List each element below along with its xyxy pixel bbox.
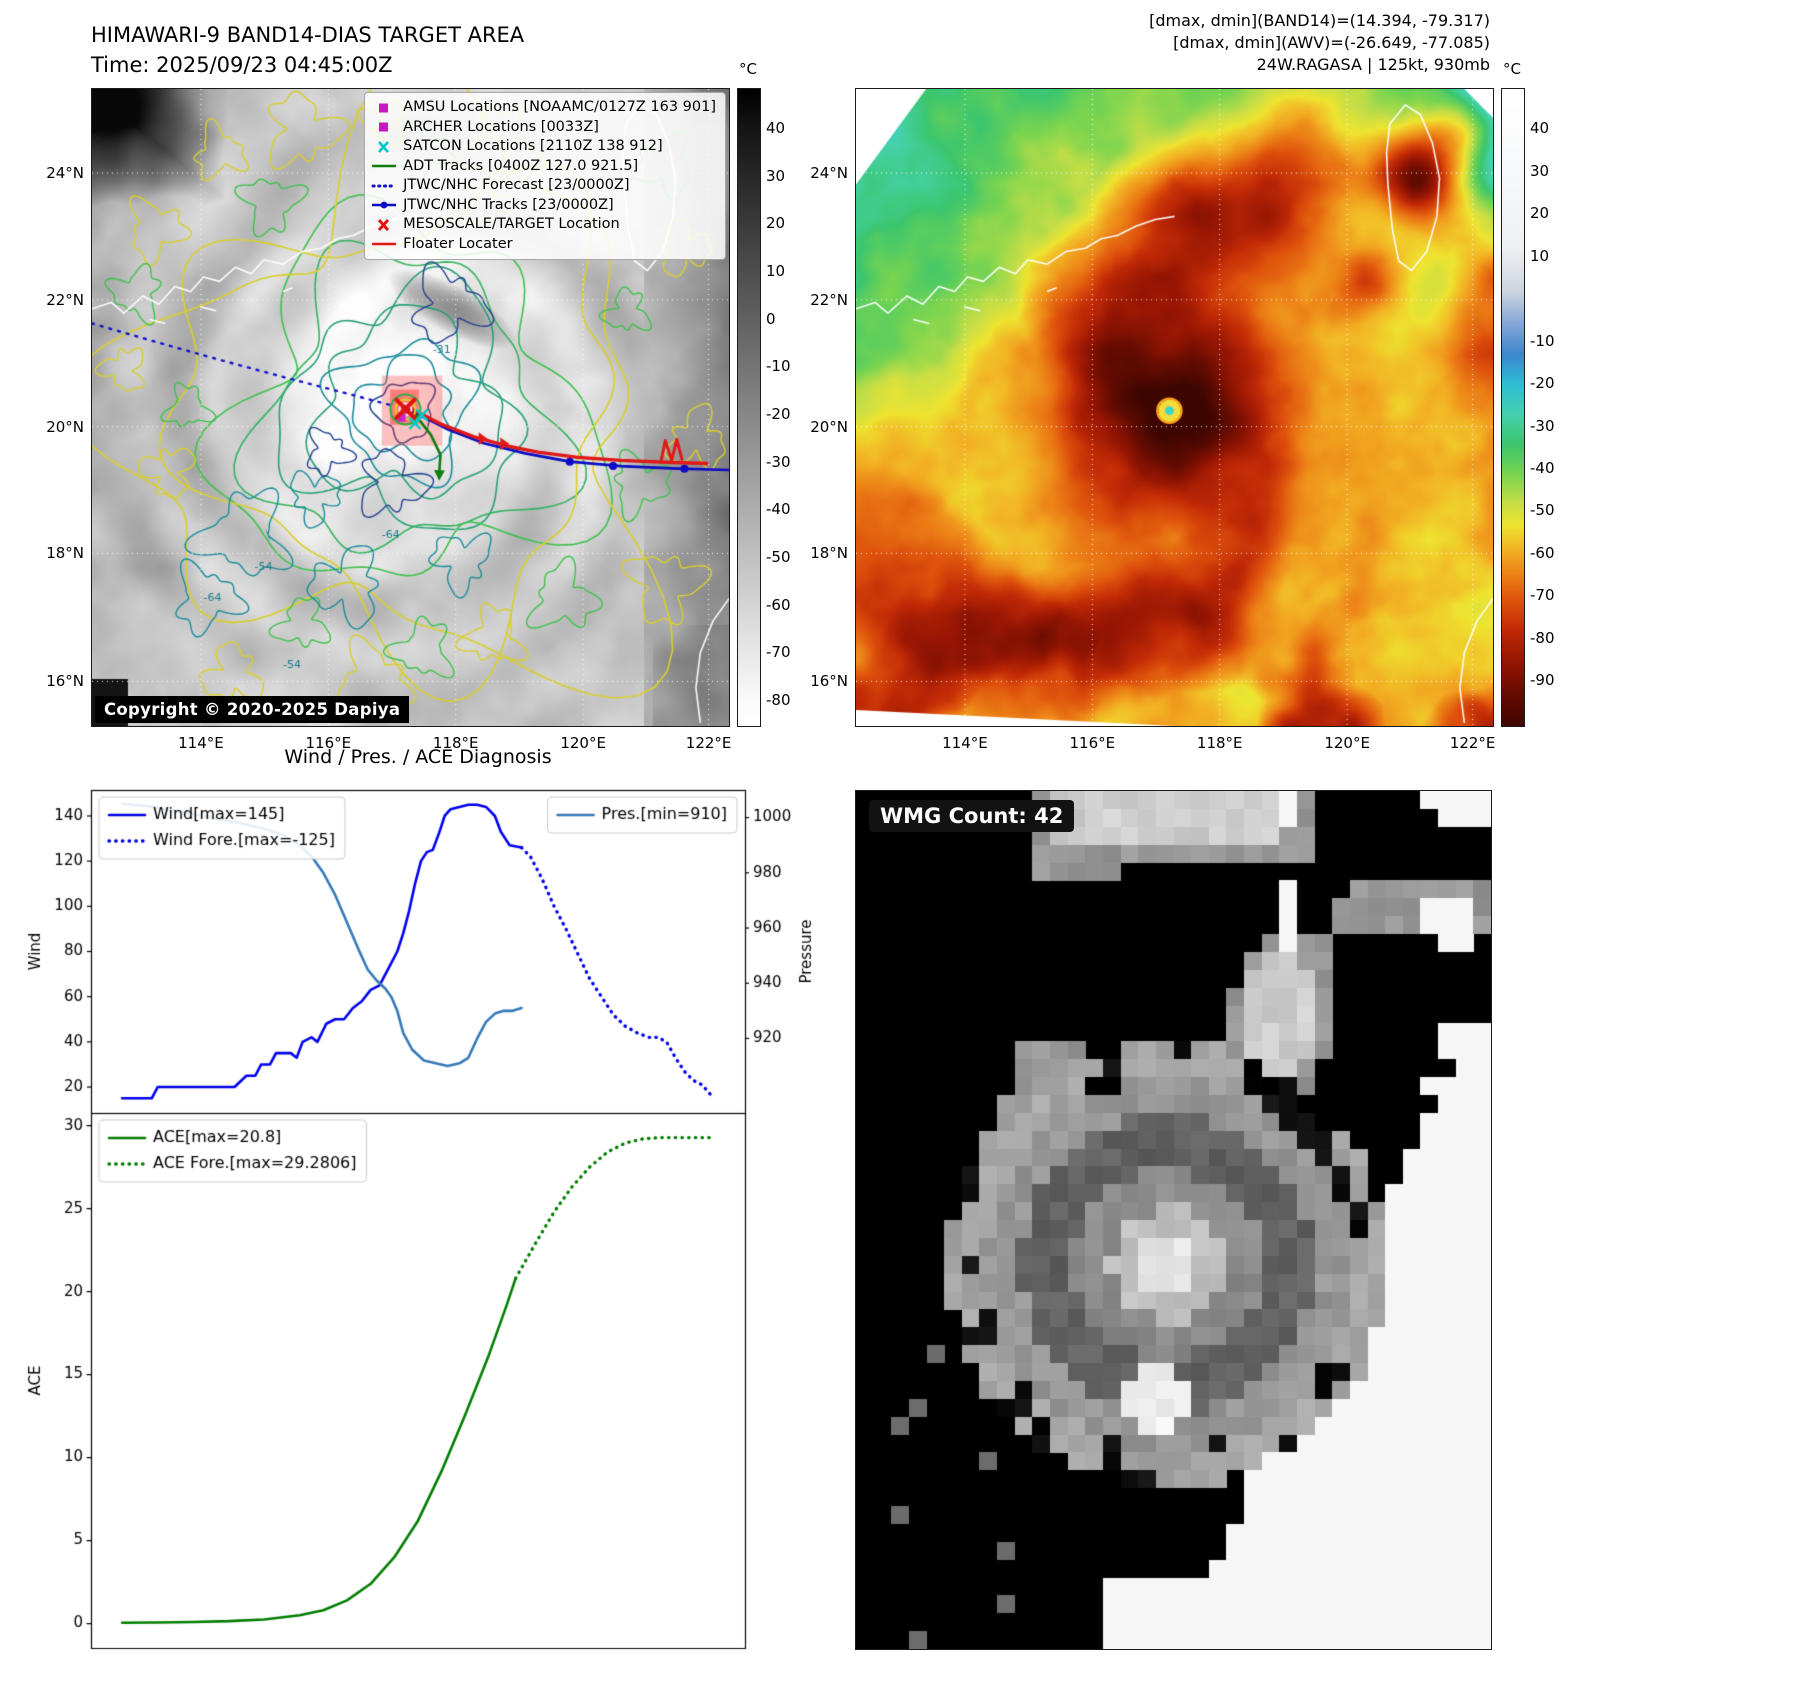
- awv-satellite-image: [856, 89, 1493, 726]
- lon-tick-label: 120°E: [1324, 734, 1370, 752]
- band14-colorbar-tick-label: -50: [766, 548, 791, 567]
- lat-tick-label: 22°N: [810, 290, 848, 309]
- lat-tick-label: 16°N: [810, 672, 848, 691]
- line-red-marker-icon: [371, 237, 397, 251]
- awv-colorbar-tick-label: 20: [1530, 204, 1550, 223]
- awv-colorbar-tick-label: 40: [1530, 119, 1550, 138]
- legend-item: ARCHER Locations [0033Z]: [371, 118, 716, 138]
- wmg-microwave-image: [856, 791, 1491, 1649]
- band14-colorbar-tick-label: -30: [766, 452, 791, 471]
- legend-item: JTWC/NHC Tracks [23/0000Z]: [371, 196, 716, 216]
- awv-colorbar-tick-label: -60: [1530, 543, 1555, 562]
- awv-colorbar-unit: °C: [1503, 60, 1521, 78]
- lon-tick-label: 114°E: [942, 734, 988, 752]
- band14-colorbar-tick-label: 0: [766, 309, 776, 328]
- lon-tick-label: 118°E: [432, 734, 479, 752]
- square-magenta-marker-icon: [371, 101, 397, 115]
- legend-item: Floater Locater: [371, 235, 716, 255]
- band14-colorbar-unit: °C: [739, 60, 757, 78]
- awv-colorbar-tick-label: -10: [1530, 331, 1555, 350]
- legend-item-label: Floater Locater: [403, 235, 513, 252]
- awv-colorbar: [1501, 88, 1525, 727]
- band14-colorbar-tick-label: 20: [766, 214, 786, 233]
- lon-tick-label: 116°E: [1069, 734, 1116, 752]
- legend-item-label: SATCON Locations [2110Z 138 912]: [403, 138, 663, 154]
- lat-tick-label: 18°N: [46, 544, 84, 563]
- legend-item-label: ARCHER Locations [0033Z]: [403, 118, 599, 135]
- lon-tick-label: 122°E: [685, 734, 732, 752]
- legend-item: AMSU Locations [NOAAMC/0127Z 163 901]: [371, 98, 716, 118]
- legend-item-label: MESOSCALE/TARGET Location: [403, 216, 620, 232]
- band14-header: HIMAWARI-9 BAND14-DIAS TARGET AREA Time:…: [91, 20, 524, 80]
- band14-colorbar-tick-label: -80: [766, 691, 791, 710]
- wmg-count-label: WMG Count: 42: [869, 800, 1075, 832]
- legend-item: SATCON Locations [2110Z 138 912]: [371, 137, 716, 157]
- band14-colorbar-tick-label: -40: [766, 500, 791, 519]
- awv-header: [dmax, dmin](BAND14)=(14.394, -79.317) […: [990, 10, 1490, 76]
- lat-tick-label: 22°N: [46, 290, 84, 309]
- copyright-label: Copyright © 2020-2025 Dapiya: [95, 696, 410, 723]
- legend-item-label: JTWC/NHC Forecast [23/0000Z]: [403, 177, 630, 193]
- lat-tick-label: 24°N: [46, 164, 84, 183]
- band14-map-panel: AMSU Locations [NOAAMC/0127Z 163 901] ARC…: [46, 88, 731, 752]
- dmax-dmin-band14: [dmax, dmin](BAND14)=(14.394, -79.317): [1149, 11, 1490, 30]
- band14-colorbar-tick-label: -60: [766, 595, 791, 614]
- band14-colorbar: [737, 88, 761, 727]
- storm-summary: 24W.RAGASA | 125kt, 930mb: [1256, 55, 1490, 74]
- band14-colorbar-tick-label: 30: [766, 166, 786, 185]
- lon-tick-label: 122°E: [1449, 734, 1496, 752]
- band14-time: Time: 2025/09/23 04:45:00Z: [91, 53, 393, 77]
- legend-item-label: JTWC/NHC Tracks [23/0000Z]: [403, 196, 614, 213]
- band14-colorbar-tick-label: -70: [766, 643, 791, 662]
- awv-colorbar-tick-label: -30: [1530, 416, 1555, 435]
- awv-colorbar-tick-label: -40: [1530, 458, 1555, 477]
- awv-colorbar-tick-label: -90: [1530, 671, 1555, 690]
- band14-colorbar-tick-label: 10: [766, 262, 786, 281]
- line-green-marker-icon: [371, 159, 397, 173]
- lon-tick-label: 118°E: [1196, 734, 1243, 752]
- legend-item-label: AMSU Locations [NOAAMC/0127Z 163 901]: [403, 99, 716, 115]
- legend-item: ADT Tracks [0400Z 127.0 921.5]: [371, 157, 716, 177]
- lat-tick-label: 20°N: [810, 417, 848, 436]
- awv-colorbar-tick-label: 30: [1530, 161, 1550, 180]
- x-red-marker-icon: [371, 218, 397, 232]
- line-dot-blue-marker-icon: [371, 198, 397, 212]
- awv-colorbar-tick-label: 10: [1530, 246, 1550, 265]
- awv-colorbar-tick-label: -50: [1530, 501, 1555, 520]
- diagnosis-chart-title: Wind / Pres. / ACE Diagnosis: [284, 746, 552, 768]
- lon-tick-label: 120°E: [560, 734, 606, 752]
- wmg-panel: WMG Count: 42: [855, 790, 1492, 1650]
- legend-item: JTWC/NHC Forecast [23/0000Z]: [371, 176, 716, 196]
- awv-colorbar-tick-label: -70: [1530, 586, 1555, 605]
- wind-pressure-ace-chart: [0, 778, 850, 1673]
- x-cyan-marker-icon: [371, 140, 397, 154]
- legend-item: MESOSCALE/TARGET Location: [371, 215, 716, 235]
- band14-title: HIMAWARI-9 BAND14-DIAS TARGET AREA: [91, 23, 525, 47]
- awv-map-panel: 24°N 22°N 20°N 18°N 16°N 114°E 116°E 118°E 120°E…: [810, 88, 1495, 752]
- dotted-blue-marker-icon: [371, 179, 397, 193]
- legend-item-label: ADT Tracks [0400Z 127.0 921.5]: [403, 157, 639, 174]
- band14-colorbar-tick-label: -20: [766, 405, 791, 424]
- awv-colorbar-tick-label: -20: [1530, 374, 1555, 393]
- awv-colorbar-tick-label: -80: [1530, 628, 1555, 647]
- square-magenta-marker-icon: [371, 120, 397, 134]
- lat-tick-label: 24°N: [810, 164, 848, 183]
- band14-colorbar-tick-label: -10: [766, 357, 791, 376]
- lat-tick-label: 16°N: [46, 672, 84, 691]
- band14-map-legend: AMSU Locations [NOAAMC/0127Z 163 901] ARC…: [364, 92, 726, 260]
- dmax-dmin-awv: [dmax, dmin](AWV)=(-26.649, -77.085): [1173, 33, 1490, 52]
- band14-colorbar-tick-label: 40: [766, 119, 786, 138]
- lat-tick-label: 20°N: [46, 417, 84, 436]
- lon-tick-label: 114°E: [178, 734, 224, 752]
- lat-tick-label: 18°N: [810, 544, 848, 563]
- lon-tick-label: 116°E: [305, 734, 352, 752]
